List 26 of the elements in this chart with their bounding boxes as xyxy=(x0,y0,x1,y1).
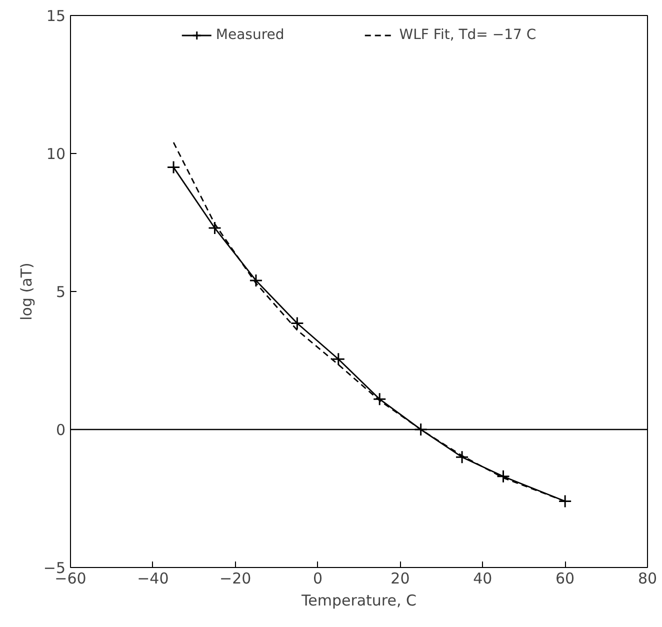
x-tick-label: −20 xyxy=(220,570,252,588)
point xyxy=(496,470,510,484)
x-tick-label: 20 xyxy=(390,570,410,588)
x-tick-label: 0 xyxy=(313,570,323,588)
y-tick-label: −5 xyxy=(43,559,66,577)
x-tick-label: 80 xyxy=(638,570,658,588)
x-tick-label: −40 xyxy=(137,570,169,588)
legend-label: WLF Fit, Td= −17 C xyxy=(399,27,536,43)
point xyxy=(455,450,469,464)
legend-label: Measured xyxy=(216,27,284,43)
y-axis-title: log (aT) xyxy=(17,262,36,320)
y-tick-label: 10 xyxy=(46,145,66,163)
y-tick-label: 0 xyxy=(56,421,66,439)
point xyxy=(166,160,180,174)
point xyxy=(414,422,428,436)
point xyxy=(558,494,572,508)
point xyxy=(332,352,346,366)
x-tick-label: 60 xyxy=(556,570,575,588)
x-tick-label: 40 xyxy=(473,570,492,588)
point xyxy=(249,274,263,288)
point xyxy=(208,221,222,235)
point xyxy=(290,316,304,330)
point xyxy=(372,392,386,406)
y-tick-label: 15 xyxy=(46,7,66,25)
x-axis-title: Temperature, C xyxy=(300,592,417,610)
y-tick-label: 5 xyxy=(56,283,66,301)
